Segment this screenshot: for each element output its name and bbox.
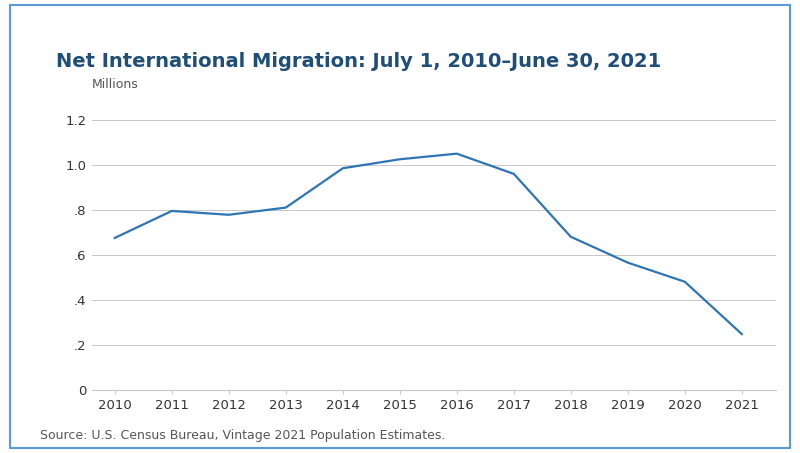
Text: Millions: Millions xyxy=(92,77,138,91)
Text: Net International Migration: July 1, 2010–June 30, 2021: Net International Migration: July 1, 201… xyxy=(56,52,662,71)
Text: Source: U.S. Census Bureau, Vintage 2021 Population Estimates.: Source: U.S. Census Bureau, Vintage 2021… xyxy=(40,429,446,442)
